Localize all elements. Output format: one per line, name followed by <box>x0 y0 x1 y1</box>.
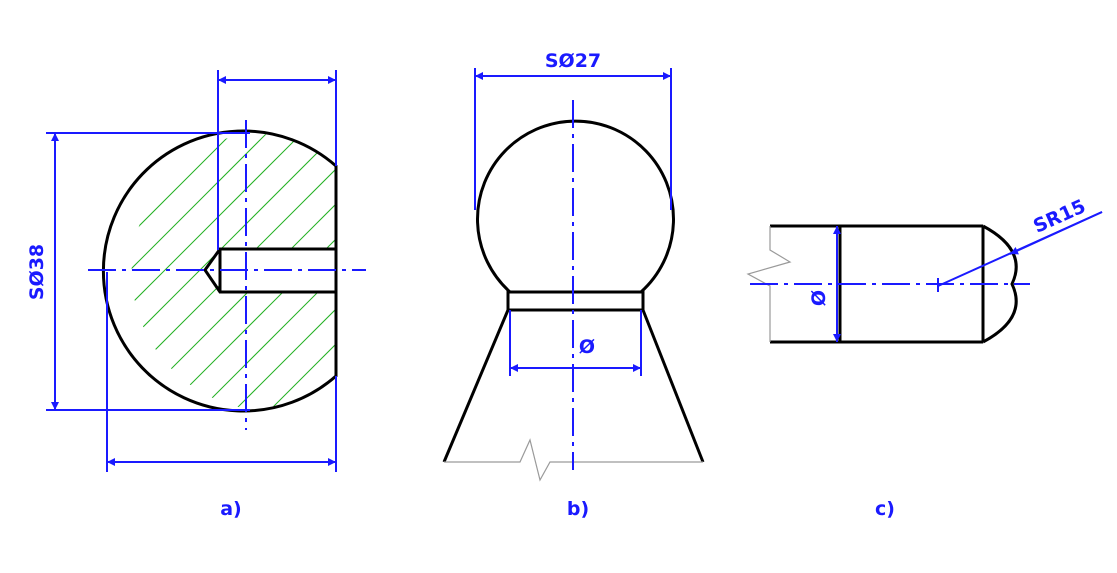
figure-c: Ø SR15 c) <box>746 195 1103 520</box>
sphere-outline <box>101 129 338 413</box>
shank-outline <box>770 224 985 344</box>
extension-lines <box>474 68 672 376</box>
section-hatching <box>131 133 336 409</box>
spherical-end <box>982 224 1018 344</box>
caption-a: a) <box>220 498 242 520</box>
caption-b: b) <box>567 498 589 520</box>
dim-label-shank-diameter: Ø <box>808 290 830 306</box>
caption-c: c) <box>875 498 895 520</box>
ball-outline <box>476 119 675 294</box>
break-line <box>444 438 703 482</box>
dim-label-sphere-diameter-27: SØ27 <box>545 50 601 72</box>
break-line <box>746 226 792 342</box>
dim-label-sphere-diameter-38: SØ38 <box>26 244 48 300</box>
figure-b: SØ27 Ø b) <box>442 50 705 520</box>
extension-lines <box>46 70 337 472</box>
figure-a: SØ38 a) <box>26 70 366 520</box>
neck-band <box>506 290 645 312</box>
dim-label-neck-diameter: Ø <box>579 336 595 358</box>
